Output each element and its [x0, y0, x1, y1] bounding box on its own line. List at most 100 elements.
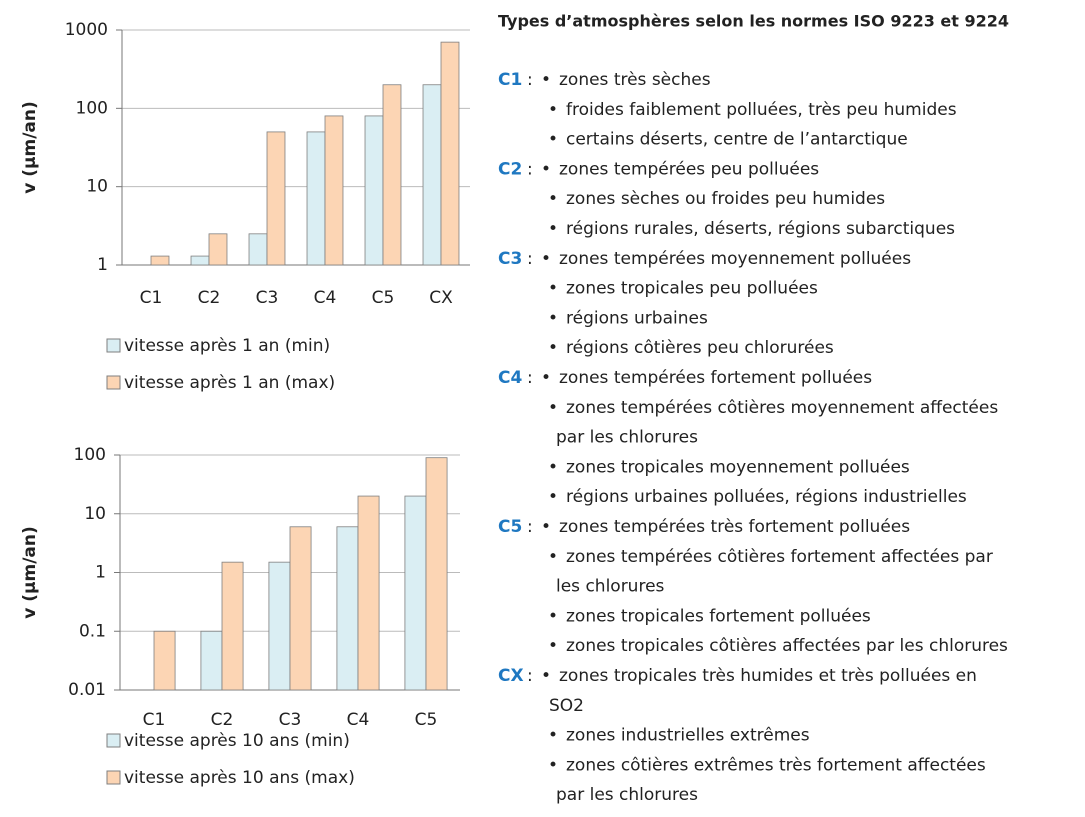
bullet: • — [548, 189, 558, 209]
bullet: • — [548, 398, 558, 418]
bar — [289, 526, 312, 691]
item-text: zones tropicales côtières affectées par … — [566, 636, 1008, 656]
bar — [200, 630, 223, 691]
bar — [404, 495, 427, 691]
category-code: CX — [498, 666, 524, 686]
item-text: zones tempérées côtières moyennement aff… — [566, 398, 998, 418]
item-text: certains déserts, centre de l’antarctiqu… — [566, 130, 908, 150]
y-tick-label: 1 — [97, 255, 108, 275]
bar — [266, 131, 286, 266]
bullet: • — [548, 219, 558, 239]
item-continuation: par les chlorures — [556, 785, 698, 805]
item-text: régions urbaines — [566, 308, 708, 328]
x-tick-label: C3 — [256, 288, 279, 308]
bullet: • — [548, 487, 558, 507]
legend-label: vitesse après 1 an (min) — [124, 336, 330, 356]
bullet: • — [548, 338, 558, 358]
x-tick-label: C1 — [140, 288, 163, 308]
item-text: régions rurales, déserts, régions subarc… — [566, 219, 955, 239]
item-text: zones très sèches — [559, 70, 711, 90]
bar — [268, 561, 291, 691]
item-text: zones côtières extrêmes très fortement a… — [566, 755, 986, 775]
bullet: • — [548, 457, 558, 477]
item-text: zones tempérées très fortement polluées — [559, 517, 910, 537]
x-tick-label: C2 — [211, 710, 234, 730]
legend-swatch — [106, 770, 121, 785]
item-text: froides faiblement polluées, très peu hu… — [566, 100, 957, 120]
separator: : — [527, 368, 533, 388]
legend-label: vitesse après 10 ans (min) — [124, 731, 350, 751]
x-tick-label: C4 — [347, 710, 370, 730]
bullet: • — [548, 279, 558, 299]
y-axis-label: v (µm/an) — [20, 101, 40, 194]
x-tick-label: C2 — [198, 288, 221, 308]
legend-label: vitesse après 1 an (max) — [124, 373, 335, 393]
x-tick-label: C5 — [372, 288, 395, 308]
separator: : — [527, 249, 533, 269]
item-text: zones tropicales peu polluées — [566, 279, 818, 299]
bullet: • — [541, 159, 551, 179]
item-text: zones sèches ou froides peu humides — [566, 189, 885, 209]
category-code: C1 — [498, 70, 522, 90]
x-tick-label: C4 — [314, 288, 337, 308]
bullet: • — [541, 249, 551, 269]
bar — [221, 561, 244, 691]
bullet: • — [541, 666, 551, 686]
bullet: • — [548, 636, 558, 656]
bar — [150, 255, 170, 266]
bullet: • — [548, 547, 558, 567]
y-tick-label: 1 — [95, 563, 106, 583]
separator: : — [527, 666, 533, 686]
bar — [382, 84, 402, 266]
item-text: zones tropicales moyennement polluées — [566, 457, 910, 477]
item-text: zones tropicales fortement polluées — [566, 606, 871, 626]
y-axis-label: v (µm/an) — [20, 526, 40, 619]
item-continuation: SO2 — [549, 696, 584, 716]
item-text: zones tropicales très humides et très po… — [559, 666, 977, 686]
x-tick-label: C5 — [415, 710, 438, 730]
item-text: zones tempérées moyennement polluées — [559, 249, 911, 269]
bullet: • — [548, 130, 558, 150]
bar — [190, 255, 210, 266]
bullet: • — [548, 606, 558, 626]
category-code: C3 — [498, 249, 522, 269]
bullet: • — [548, 726, 558, 746]
bullet: • — [548, 100, 558, 120]
bar — [364, 115, 384, 266]
y-tick-label: 0.01 — [68, 680, 106, 700]
y-tick-label: 1000 — [65, 20, 108, 40]
category-code: C5 — [498, 517, 522, 537]
x-tick-label: CX — [429, 288, 453, 308]
x-tick-label: C1 — [143, 710, 166, 730]
bar — [306, 131, 326, 266]
item-text: zones industrielles extrêmes — [566, 726, 810, 746]
separator: : — [527, 159, 533, 179]
bar — [425, 457, 448, 691]
item-text: zones tempérées côtières fortement affec… — [566, 547, 993, 567]
bar — [357, 495, 380, 691]
legend-swatch — [106, 338, 121, 353]
bar — [324, 115, 344, 266]
y-tick-label: 10 — [86, 177, 108, 197]
category-code: C4 — [498, 368, 522, 388]
y-tick-label: 100 — [76, 98, 108, 118]
legend-label: vitesse après 10 ans (max) — [124, 768, 355, 788]
separator: : — [527, 517, 533, 537]
legend-swatch — [106, 375, 121, 390]
bar — [422, 84, 442, 266]
bar — [336, 526, 359, 691]
category-code: C2 — [498, 159, 522, 179]
bar — [153, 630, 176, 691]
bullet: • — [541, 517, 551, 537]
x-tick-label: C3 — [279, 710, 302, 730]
bullet: • — [548, 308, 558, 328]
item-text: régions côtières peu chlorurées — [566, 338, 834, 358]
bar — [440, 41, 460, 266]
item-text: zones tempérées fortement polluées — [559, 368, 872, 388]
bar — [248, 233, 268, 266]
y-tick-label: 10 — [84, 504, 106, 524]
item-continuation: par les chlorures — [556, 428, 698, 448]
bullet: • — [541, 70, 551, 90]
y-tick-label: 0.1 — [79, 621, 106, 641]
